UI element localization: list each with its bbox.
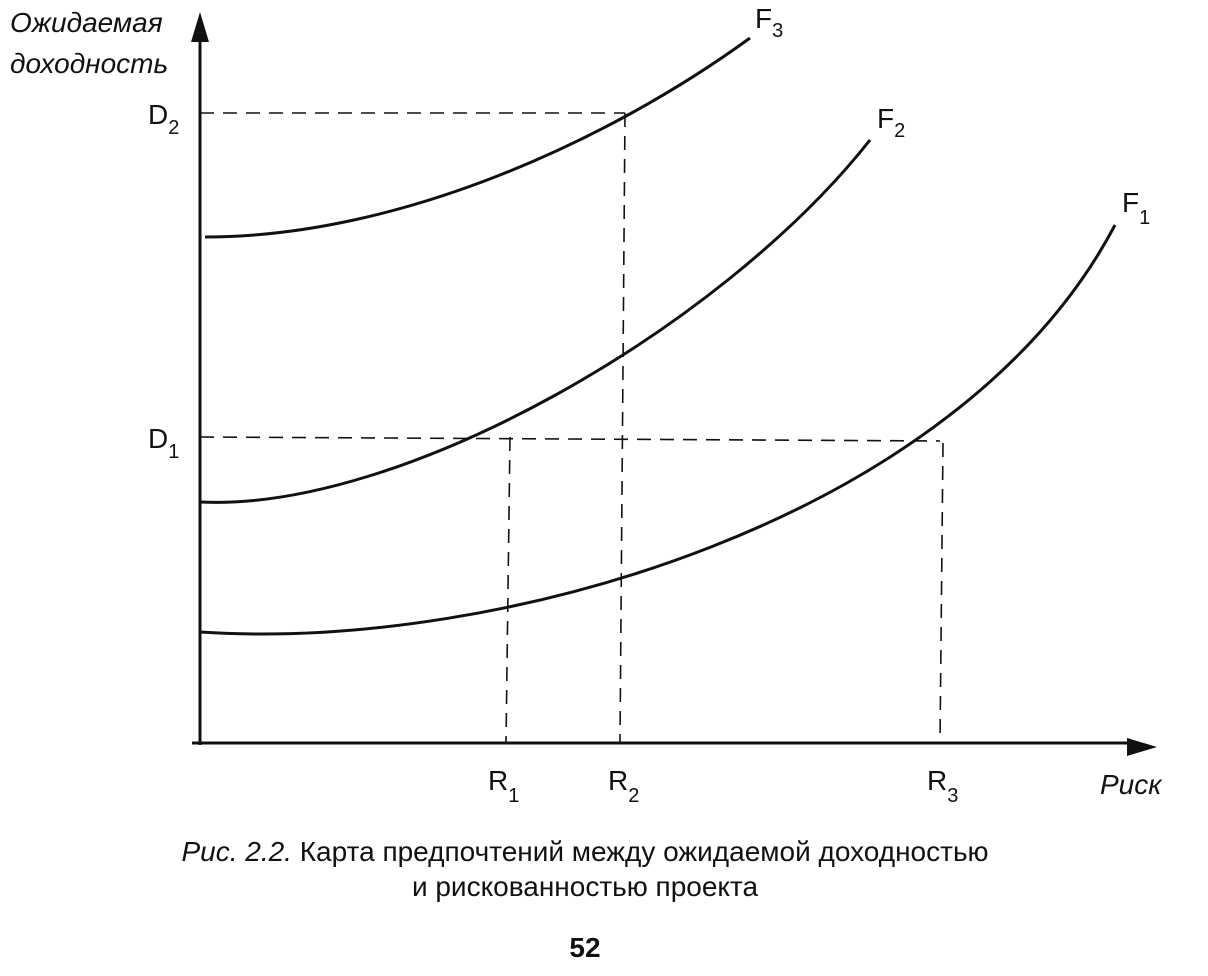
y-mark: D2 bbox=[148, 99, 179, 139]
y-label: Ожидаемая bbox=[10, 7, 163, 38]
page-number: 52 bbox=[569, 932, 600, 963]
curve-label: F2 bbox=[877, 103, 905, 142]
x-mark-sub: 2 bbox=[628, 785, 639, 807]
y-mark-text: D bbox=[148, 423, 168, 454]
caption: Рис. 2.2. Карта предпочтений между ожида… bbox=[181, 836, 988, 867]
curve-f3 bbox=[204, 36, 751, 239]
x-label: Риск bbox=[1100, 769, 1163, 800]
x-mark: R3 bbox=[927, 765, 958, 807]
x-mark: R2 bbox=[608, 765, 639, 807]
d1-line bbox=[199, 436, 941, 442]
curve-label: F3 bbox=[755, 3, 783, 42]
x-mark-sub: 1 bbox=[508, 785, 519, 807]
curve-label-sub: 3 bbox=[772, 20, 783, 42]
curve-f2 bbox=[199, 139, 872, 504]
y-label: доходность bbox=[10, 48, 168, 79]
curve-label: F1 bbox=[1122, 187, 1150, 229]
y-mark-sub: 2 bbox=[168, 117, 179, 139]
curve-label-sub: 2 bbox=[894, 120, 905, 142]
curve-label-text: F bbox=[877, 103, 894, 134]
curve-label-text: F bbox=[1122, 187, 1139, 218]
curve-label-sub: 1 bbox=[1139, 207, 1150, 229]
y-mark-text: D bbox=[148, 99, 168, 130]
caption-text: и рискованностью проекта bbox=[412, 871, 759, 902]
r1-line bbox=[505, 436, 511, 744]
x-mark-text: R bbox=[488, 765, 508, 796]
caption-text: Карта предпочтений между ожидаемой доход… bbox=[300, 836, 989, 867]
x-mark-text: R bbox=[608, 765, 628, 796]
curve-label-text: F bbox=[755, 3, 772, 34]
y-arrow bbox=[191, 12, 209, 42]
x-mark-text: R bbox=[927, 765, 947, 796]
r2-line bbox=[619, 112, 626, 744]
x-mark-sub: 3 bbox=[947, 785, 958, 807]
y-mark: D1 bbox=[148, 423, 179, 463]
x-mark: R1 bbox=[488, 765, 519, 807]
curve-f1 bbox=[199, 224, 1117, 636]
r3-line bbox=[939, 442, 944, 744]
x-arrow bbox=[1127, 738, 1157, 756]
y-mark-sub: 1 bbox=[168, 441, 179, 463]
caption-label: Рис. 2.2. bbox=[181, 836, 292, 867]
